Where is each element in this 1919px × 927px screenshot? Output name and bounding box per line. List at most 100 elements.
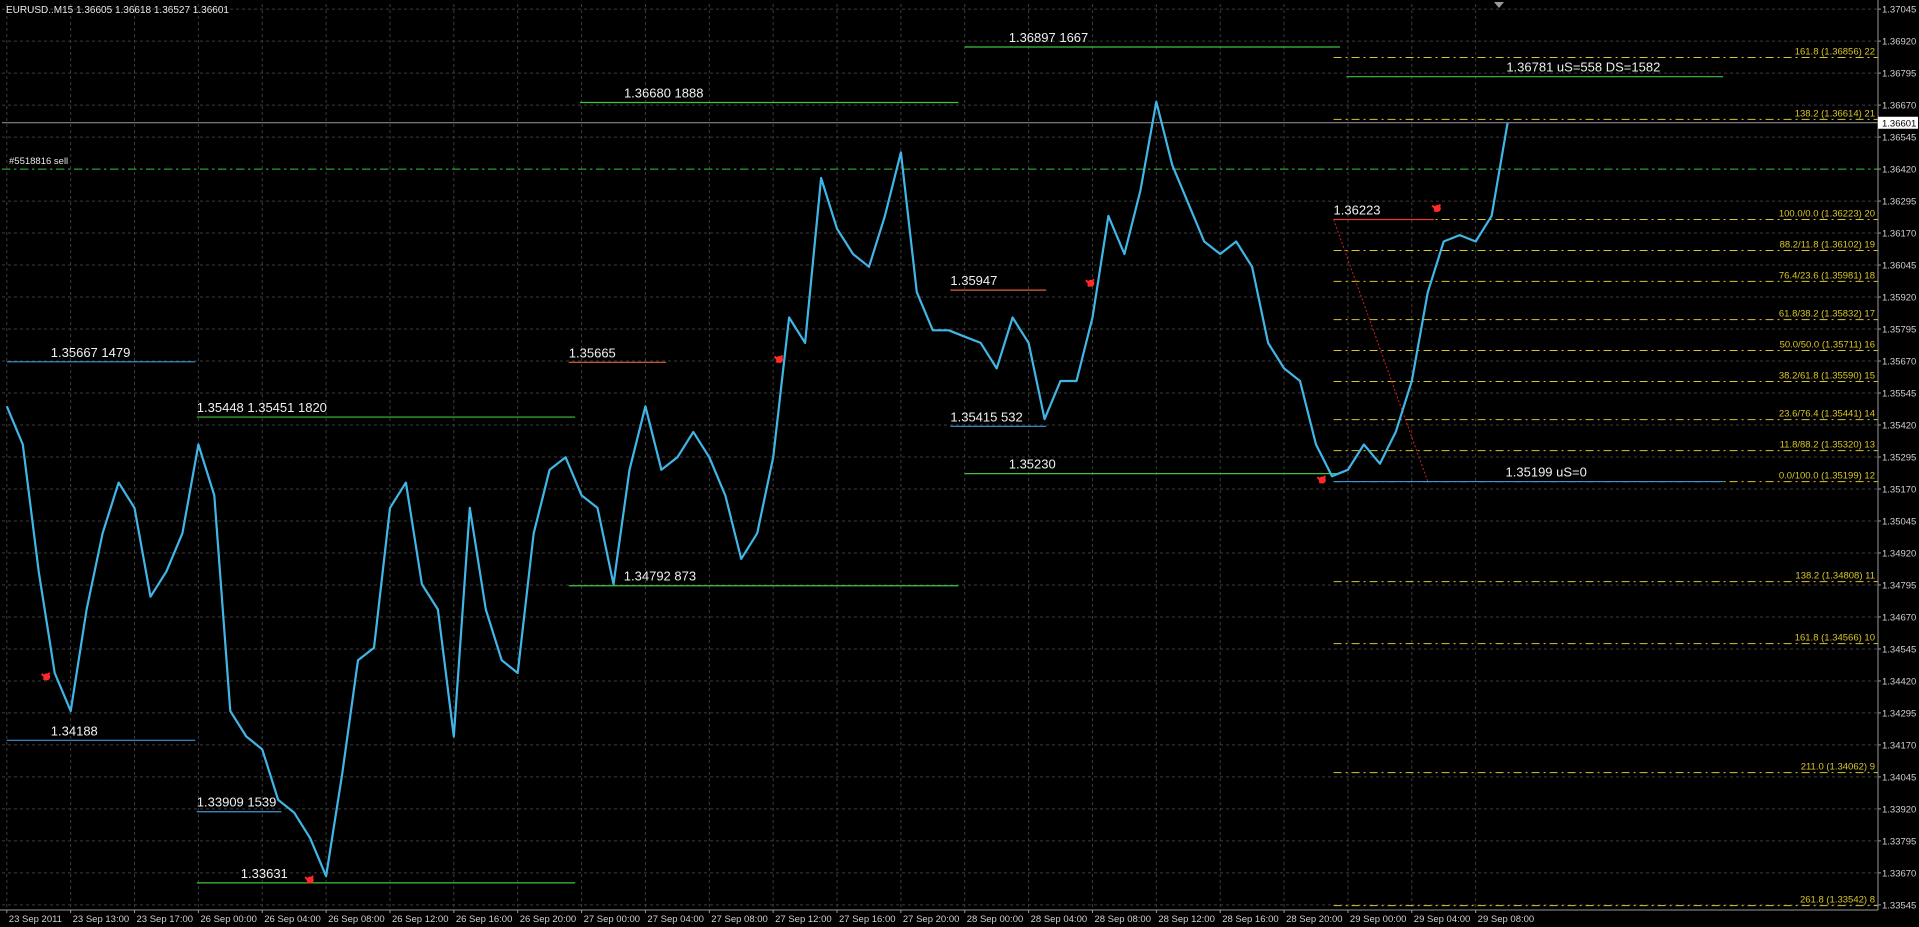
y-tick-label: 1.35170 (1882, 484, 1916, 495)
level-label: 1.36897 1667 (1009, 30, 1089, 45)
signal-arrow (40, 672, 51, 681)
y-tick-label: 1.36920 (1882, 37, 1916, 48)
y-tick-label: 1.36795 (1882, 69, 1916, 80)
level-label: 1.35199 uS=0 (1506, 465, 1587, 480)
x-tick-label: 26 Sep 16:00 (456, 914, 513, 925)
plot-area: #5518816 sell 161.8 (1.36856) 22 138.2 (1.… (2, 30, 1878, 907)
fib-label: 261.8 (1.33542) 8 (1800, 895, 1875, 906)
level-label: 1.35415 532 (950, 409, 1022, 424)
y-tick-label: 1.34920 (1882, 548, 1916, 559)
level-label: 1.33909 1539 (197, 795, 277, 810)
x-tick-label: 29 Sep 08:00 (1478, 914, 1535, 925)
x-tick-label: 29 Sep 00:00 (1350, 914, 1407, 925)
level-label: 1.34188 (51, 723, 98, 738)
grid (2, 4, 1878, 910)
x-tick-label: 27 Sep 16:00 (839, 914, 896, 925)
x-tick-label: 26 Sep 04:00 (264, 914, 321, 925)
y-tick-label: 1.35295 (1882, 453, 1916, 464)
level-label: 1.33631 (241, 866, 288, 881)
y-tick-label: 1.35545 (1882, 389, 1916, 400)
level-label: 1.35667 1479 (51, 345, 131, 360)
x-tick-label: 29 Sep 04:00 (1414, 914, 1471, 925)
level-label: 1.35665 (569, 345, 616, 360)
x-tick-label: 28 Sep 20:00 (1286, 914, 1343, 925)
y-tick-label: 1.36670 (1882, 101, 1916, 112)
y-tick-label: 1.35420 (1882, 421, 1916, 432)
level-label: 1.35448 1.35451 1820 (197, 400, 327, 415)
signal-arrow (1316, 475, 1327, 484)
fib-label: 38.2/61.8 (1.35590) 15 (1779, 371, 1875, 382)
fib-trendline (1333, 219, 1429, 482)
x-tick-label: 27 Sep 12:00 (775, 914, 832, 925)
y-tick-label: 1.34795 (1882, 580, 1916, 591)
signal-arrow (1431, 203, 1442, 213)
y-tick-label: 1.36045 (1882, 261, 1916, 272)
y-tick-label: 1.35795 (1882, 325, 1916, 336)
level-label: 1.36781 uS=558 DS=1582 (1506, 60, 1660, 75)
fib-label: 76.4/23.6 (1.35981) 18 (1779, 270, 1875, 281)
x-tick-label: 27 Sep 04:00 (647, 914, 704, 925)
fib-label: 50.0/50.0 (1.35711) 16 (1780, 340, 1875, 351)
price-line (5, 100, 1509, 878)
y-tick-label: 1.35920 (1882, 293, 1916, 304)
x-tick-label: 26 Sep 08:00 (328, 914, 385, 925)
y-tick-label: 1.36295 (1882, 197, 1916, 208)
fib-label: 23.6/76.4 (1.35441) 14 (1779, 409, 1875, 420)
fib-label: 61.8/38.2 (1.35832) 17 (1779, 309, 1875, 320)
signal-arrow (773, 354, 784, 364)
shift-marker (1494, 2, 1504, 8)
x-tick-label: 23 Sep 13:00 (73, 914, 130, 925)
x-tick-label: 28 Sep 16:00 (1222, 914, 1279, 925)
x-tick-label: 27 Sep 08:00 (711, 914, 768, 925)
y-tick-label: 1.34545 (1882, 644, 1916, 655)
level-label: 1.35230 (1009, 457, 1056, 472)
y-tick-label: 1.34045 (1882, 772, 1916, 783)
x-tick-label: 26 Sep 12:00 (392, 914, 449, 925)
fib-label: 211.0 (1.34062) 9 (1801, 762, 1875, 773)
fib-label: 161.8 (1.36856) 22 (1795, 46, 1875, 57)
y-tick-label: 1.33545 (1882, 900, 1916, 911)
fib-label: 138.2 (1.36614) 21 (1795, 108, 1875, 119)
chart-title: EURUSD..M15 1.36605 1.36618 1.36527 1.36… (6, 5, 229, 16)
x-tick-label: 27 Sep 20:00 (903, 914, 960, 925)
y-tick-label: 1.33670 (1882, 868, 1916, 879)
signal-arrow (1085, 278, 1095, 287)
x-tick-label: 28 Sep 00:00 (967, 914, 1024, 925)
x-tick-label: 28 Sep 08:00 (1094, 914, 1151, 925)
y-tick-label: 1.33920 (1882, 804, 1916, 815)
current-price-box (1878, 116, 1918, 129)
y-tick-label: 1.33795 (1882, 836, 1916, 847)
current-price-label: 1.36601 (1882, 118, 1916, 129)
y-tick-label: 1.35670 (1882, 357, 1916, 368)
fib-label: 138.2 (1.34808) 11 (1795, 571, 1875, 582)
fib-label: 100.0/0.0 (1.36223) 20 (1779, 208, 1875, 219)
fib-label: 161.8 (1.34566) 10 (1795, 633, 1875, 644)
y-tick-label: 1.36170 (1882, 229, 1916, 240)
y-tick-label: 1.36420 (1882, 165, 1916, 176)
y-tick-label: 1.34670 (1882, 612, 1916, 623)
x-tick-label: 28 Sep 04:00 (1031, 914, 1088, 925)
y-tick-label: 1.34170 (1882, 740, 1916, 751)
y-tick-label: 1.36545 (1882, 133, 1916, 144)
level-label: 1.36680 1888 (624, 86, 704, 101)
y-tick-label: 1.34420 (1882, 676, 1916, 687)
level-label: 1.36223 (1334, 202, 1381, 217)
y-tick-label: 1.34295 (1882, 708, 1916, 719)
x-tick-label: 23 Sep 17:00 (137, 914, 194, 925)
fib-label: 11.8/88.2 (1.35320) 13 (1780, 440, 1875, 451)
x-tick-label: 27 Sep 00:00 (584, 914, 641, 925)
x-tick-label: 23 Sep 2011 (9, 914, 62, 925)
level-label: 1.34792 873 (624, 569, 696, 584)
x-tick-label: 28 Sep 12:00 (1158, 914, 1215, 925)
y-tick-label: 1.35045 (1882, 516, 1916, 527)
signal-arrow (304, 875, 314, 884)
fib-label: 0.0/100.0 (1.35199) 12 (1779, 471, 1875, 482)
level-label: 1.35947 (950, 273, 997, 288)
y-tick-label: 1.37045 (1882, 5, 1916, 16)
order-label: #5518816 sell (9, 156, 68, 167)
x-tick-label: 26 Sep 20:00 (520, 914, 577, 925)
fib-label: 88.2/11.8 (1.36102) 19 (1780, 239, 1875, 250)
